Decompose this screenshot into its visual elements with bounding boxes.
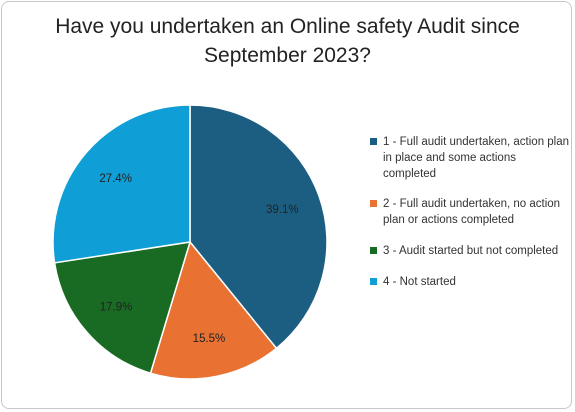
pie-slice-3	[53, 241, 192, 375]
legend-label-1: 1 - Full audit undertaken, action plan i…	[383, 136, 570, 180]
legend-swatch-2	[370, 200, 377, 207]
pie-slice-2	[149, 240, 278, 380]
chart-title-line-2: September 2023?	[204, 44, 371, 67]
legend-swatch-1	[370, 138, 377, 145]
data-label-3: 17.9%	[100, 301, 133, 313]
data-label-4: 27.4%	[99, 173, 132, 185]
chart-title-line-1: Have you undertaken an Online safety Aud…	[55, 15, 520, 38]
legend-item-1: 1 - Full audit undertaken, action plan i…	[370, 134, 570, 182]
pie-slice-4	[52, 104, 191, 264]
data-label-1: 39.1%	[266, 204, 299, 216]
legend-swatch-4	[370, 278, 377, 285]
legend-item-4: 4 - Not started	[370, 274, 570, 290]
data-label-2: 15.5%	[193, 333, 226, 345]
legend-item-2: 2 - Full audit undertaken, no action pla…	[370, 196, 570, 228]
legend-swatch-3	[370, 247, 377, 254]
pie-slice-1	[189, 104, 328, 350]
chart-title: Have you undertaken an Online safety Aud…	[0, 12, 575, 70]
legend-label-3: 3 - Audit started but not completed	[383, 245, 559, 257]
legend-label-2: 2 - Full audit undertaken, no action pla…	[383, 198, 561, 226]
legend-label-4: 4 - Not started	[383, 276, 456, 288]
legend-item-3: 3 - Audit started but not completed	[370, 243, 570, 259]
chart-legend: 1 - Full audit undertaken, action plan i…	[370, 134, 570, 290]
